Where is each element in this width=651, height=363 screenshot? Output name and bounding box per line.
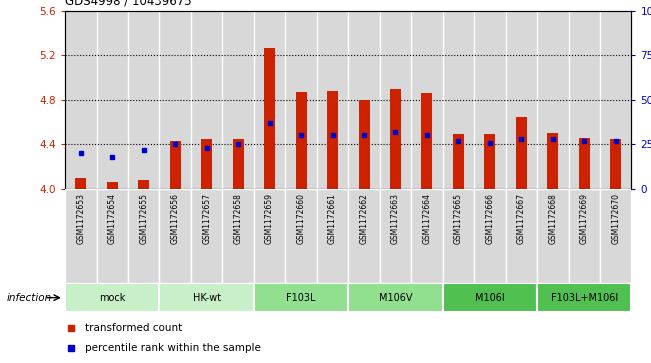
Bar [107,182,118,189]
Bar [285,11,317,189]
Bar [506,11,537,189]
Text: mock: mock [99,293,126,303]
Bar [223,11,254,189]
Bar [568,189,600,283]
Bar [138,180,149,189]
Text: GSM1172658: GSM1172658 [234,193,243,244]
Bar [547,133,559,189]
Text: GSM1172662: GSM1172662 [359,193,368,244]
Text: GSM1172661: GSM1172661 [328,193,337,244]
Bar [600,11,631,189]
Text: GSM1172666: GSM1172666 [486,193,494,244]
Bar [128,189,159,283]
Text: GSM1172657: GSM1172657 [202,193,211,244]
Text: GSM1172654: GSM1172654 [108,193,117,244]
Bar [516,117,527,189]
Bar [65,283,159,312]
Text: GSM1172669: GSM1172669 [580,193,589,244]
Bar [421,93,432,189]
Text: GSM1172667: GSM1172667 [517,193,526,244]
Bar [348,283,443,312]
Text: M106V: M106V [379,293,412,303]
Bar [327,91,338,189]
Bar [191,11,223,189]
Text: GSM1172663: GSM1172663 [391,193,400,244]
Bar [453,134,464,189]
Bar [65,11,96,189]
Bar [380,189,411,283]
Bar [600,189,631,283]
Text: transformed count: transformed count [85,323,182,333]
Text: M106I: M106I [475,293,505,303]
Text: percentile rank within the sample: percentile rank within the sample [85,343,261,354]
Bar [170,141,181,189]
Text: GSM1172653: GSM1172653 [76,193,85,244]
Bar [254,189,285,283]
Bar [296,92,307,189]
Bar [96,11,128,189]
Text: GSM1172655: GSM1172655 [139,193,148,244]
Text: GSM1172660: GSM1172660 [297,193,305,244]
Text: GSM1172664: GSM1172664 [422,193,432,244]
Bar [537,11,568,189]
Bar [348,11,380,189]
Bar [610,139,621,189]
Bar [65,189,96,283]
Bar [232,139,243,189]
Bar [411,189,443,283]
Bar [506,189,537,283]
Bar [390,89,401,189]
Bar [484,134,495,189]
Bar [348,189,380,283]
Text: F103L: F103L [286,293,316,303]
Bar [380,11,411,189]
Bar [579,138,590,189]
Text: GSM1172668: GSM1172668 [548,193,557,244]
Bar [359,100,370,189]
Text: infection: infection [7,293,52,303]
Bar [159,189,191,283]
Bar [254,11,285,189]
Bar [443,11,474,189]
Bar [317,189,348,283]
Bar [443,283,537,312]
Text: HK-wt: HK-wt [193,293,221,303]
Bar [76,178,87,189]
Text: GSM1172665: GSM1172665 [454,193,463,244]
Text: GSM1172656: GSM1172656 [171,193,180,244]
Text: GSM1172659: GSM1172659 [265,193,274,244]
Bar [474,189,506,283]
Text: GDS4998 / 10439675: GDS4998 / 10439675 [65,0,192,7]
Bar [159,283,254,312]
Bar [568,11,600,189]
Bar [254,283,348,312]
Bar [474,11,506,189]
Bar [191,189,223,283]
Bar [537,189,568,283]
Bar [411,11,443,189]
Text: F103L+M106I: F103L+M106I [551,293,618,303]
Bar [159,11,191,189]
Bar [264,48,275,189]
Text: GSM1172670: GSM1172670 [611,193,620,244]
Bar [223,189,254,283]
Bar [537,283,631,312]
Bar [285,189,317,283]
Bar [201,139,212,189]
Bar [128,11,159,189]
Bar [96,189,128,283]
Bar [317,11,348,189]
Bar [443,189,474,283]
